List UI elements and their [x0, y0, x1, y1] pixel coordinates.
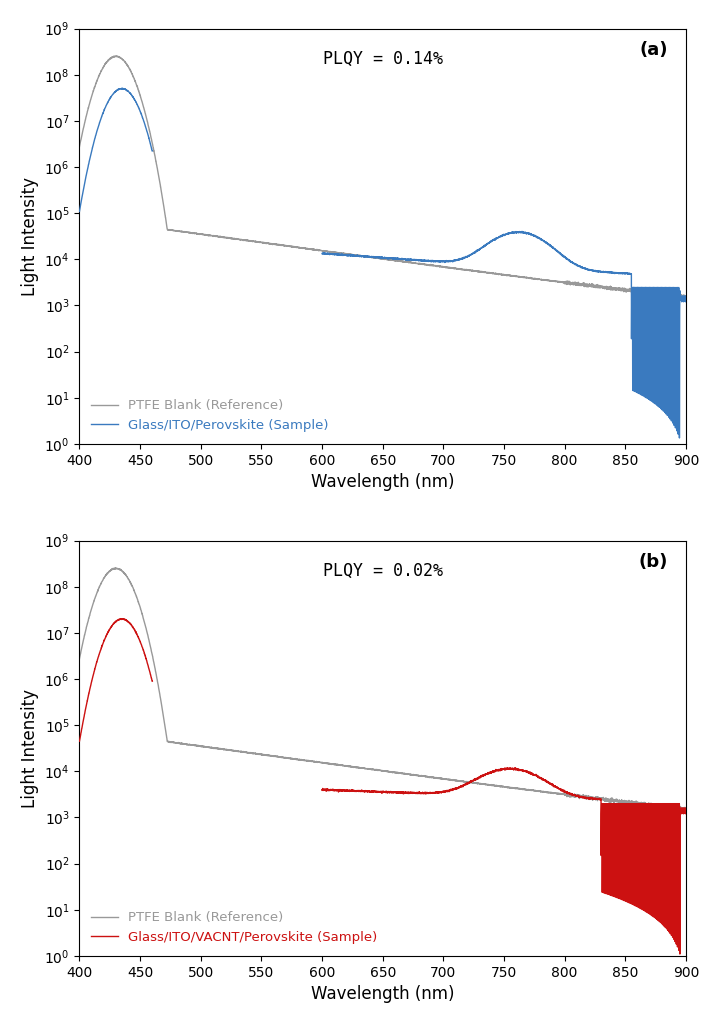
- Glass/ITO/Perovskite (Sample): [108, 89, 117, 101]
- Glass/ITO/VACNT/Perovskite (Sample): [130, 624, 139, 636]
- Glass/ITO/VACNT/Perovskite (Sample): [118, 613, 127, 626]
- Line: Glass/ITO/Perovskite (Sample): Glass/ITO/Perovskite (Sample): [79, 88, 152, 211]
- Glass/ITO/Perovskite (Sample): [124, 85, 132, 97]
- Y-axis label: Light Intensity: Light Intensity: [21, 177, 39, 296]
- Glass/ITO/VACNT/Perovskite (Sample): [94, 651, 102, 664]
- Glass/ITO/VACNT/Perovskite (Sample): [75, 735, 84, 748]
- PTFE Blank (Reference): [682, 802, 690, 814]
- Glass/ITO/Perovskite (Sample): [148, 144, 156, 157]
- PTFE Blank (Reference): [111, 562, 120, 574]
- Text: (a): (a): [639, 41, 667, 59]
- PTFE Blank (Reference): [469, 264, 478, 276]
- Line: PTFE Blank (Reference): PTFE Blank (Reference): [79, 56, 686, 298]
- Line: Glass/ITO/VACNT/Perovskite (Sample): Glass/ITO/VACNT/Perovskite (Sample): [79, 618, 152, 741]
- PTFE Blank (Reference): [186, 226, 194, 239]
- PTFE Blank (Reference): [439, 773, 448, 785]
- Line: PTFE Blank (Reference): PTFE Blank (Reference): [79, 568, 686, 810]
- PTFE Blank (Reference): [681, 804, 690, 816]
- PTFE Blank (Reference): [528, 272, 536, 285]
- PTFE Blank (Reference): [186, 738, 194, 751]
- PTFE Blank (Reference): [112, 50, 121, 62]
- Text: (b): (b): [639, 553, 667, 571]
- PTFE Blank (Reference): [307, 243, 315, 255]
- Glass/ITO/VACNT/Perovskite (Sample): [108, 620, 117, 632]
- Glass/ITO/VACNT/Perovskite (Sample): [124, 615, 132, 628]
- PTFE Blank (Reference): [307, 756, 315, 768]
- Glass/ITO/Perovskite (Sample): [117, 82, 126, 94]
- Glass/ITO/VACNT/Perovskite (Sample): [117, 612, 125, 625]
- X-axis label: Wavelength (nm): Wavelength (nm): [311, 473, 454, 492]
- PTFE Blank (Reference): [574, 790, 582, 802]
- Y-axis label: Light Intensity: Light Intensity: [21, 689, 39, 808]
- Text: PLQY = 0.02%: PLQY = 0.02%: [323, 561, 443, 580]
- Legend: PTFE Blank (Reference), Glass/ITO/VACNT/Perovskite (Sample): PTFE Blank (Reference), Glass/ITO/VACNT/…: [86, 906, 383, 949]
- PTFE Blank (Reference): [75, 140, 84, 153]
- PTFE Blank (Reference): [439, 261, 448, 273]
- PTFE Blank (Reference): [678, 292, 687, 304]
- X-axis label: Wavelength (nm): Wavelength (nm): [311, 985, 454, 1004]
- Glass/ITO/VACNT/Perovskite (Sample): [148, 675, 156, 687]
- PTFE Blank (Reference): [528, 784, 536, 797]
- Legend: PTFE Blank (Reference), Glass/ITO/Perovskite (Sample): PTFE Blank (Reference), Glass/ITO/Perovs…: [86, 394, 334, 437]
- PTFE Blank (Reference): [682, 292, 690, 304]
- Glass/ITO/Perovskite (Sample): [130, 93, 139, 105]
- PTFE Blank (Reference): [75, 652, 84, 665]
- PTFE Blank (Reference): [469, 776, 478, 788]
- PTFE Blank (Reference): [574, 276, 582, 289]
- Text: PLQY = 0.14%: PLQY = 0.14%: [323, 49, 443, 68]
- Glass/ITO/Perovskite (Sample): [75, 205, 84, 217]
- Glass/ITO/Perovskite (Sample): [88, 141, 96, 154]
- Glass/ITO/Perovskite (Sample): [94, 121, 102, 133]
- Glass/ITO/Perovskite (Sample): [118, 83, 127, 95]
- Glass/ITO/VACNT/Perovskite (Sample): [88, 673, 96, 685]
